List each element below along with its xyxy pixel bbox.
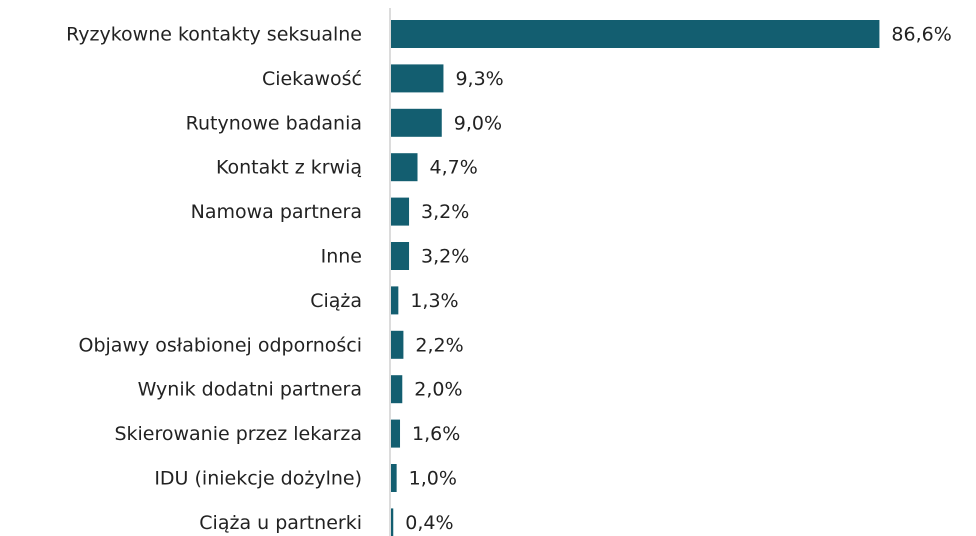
value-label: 1,3% [410,290,458,312]
category-label: Namowa partnera [191,201,362,223]
value-label: 1,6% [412,423,460,445]
category-label: Inne [321,246,362,268]
category-label: Ciekawość [262,68,362,90]
value-label: 2,2% [415,334,463,356]
category-label: Ciąża u partnerki [199,512,362,534]
bar [391,508,394,536]
bar [391,108,442,137]
category-label: Wynik dodatni partnera [138,379,362,401]
value-label: 0,4% [405,512,453,534]
value-label: 3,2% [421,246,469,268]
bar [391,64,444,93]
value-label: 3,2% [421,201,469,223]
category-label: Rutynowe badania [186,112,362,134]
value-label: 9,3% [455,68,503,90]
category-label: Objawy osłabionej odporności [79,334,362,356]
category-label: Kontakt z krwią [216,157,362,179]
value-label: 2,0% [414,379,462,401]
bar [391,153,418,182]
category-label: IDU (iniekcje dożylne) [154,468,362,490]
bar [391,419,401,448]
category-label: Ryzykowne kontakty seksualne [66,24,362,46]
bar [391,286,399,315]
bar [391,375,403,404]
bar [391,20,880,48]
value-label: 4,7% [430,157,478,179]
bar [391,242,410,270]
category-label: Ciąża [310,290,362,312]
bar [391,197,410,226]
value-label: 86,6% [891,24,951,46]
bar [391,464,397,492]
value-label: 9,0% [454,112,502,134]
value-label: 1,0% [409,468,457,490]
bar [391,330,404,359]
category-label: Skierowanie przez lekarza [114,423,362,445]
